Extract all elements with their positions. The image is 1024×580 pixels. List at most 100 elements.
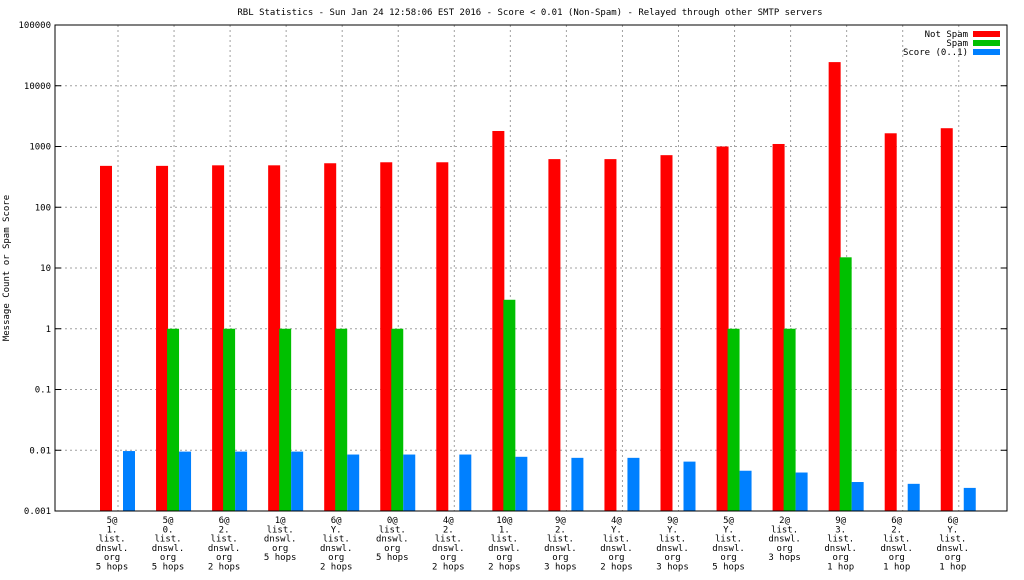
- bar-score-0-1-: [515, 456, 528, 511]
- x-tick-label: Y.: [331, 525, 342, 535]
- x-tick-label: dnswl.: [656, 544, 689, 554]
- x-tick-label: org: [328, 553, 344, 563]
- bar-not-spam: [100, 165, 112, 511]
- bar-not-spam: [716, 146, 729, 511]
- x-tick-label: 2 hops: [320, 563, 353, 573]
- x-tick-label: dnswl.: [96, 544, 129, 554]
- x-tick-label: org: [216, 553, 232, 563]
- x-tick-label: dnswl.: [544, 544, 577, 554]
- bar-score-0-1-: [963, 487, 976, 511]
- x-tick-label: dnswl.: [488, 544, 521, 554]
- x-tick-label: 5 hops: [376, 553, 409, 563]
- x-tick-label: dnswl.: [208, 544, 241, 554]
- x-tick-label: list.: [323, 535, 350, 545]
- x-tick-label: dnswl.: [264, 535, 297, 545]
- x-tick-label: 2 hops: [488, 563, 521, 573]
- legend-label: Spam: [946, 39, 968, 49]
- x-tick-label: 6@: [331, 516, 342, 526]
- y-tick-label: 100: [35, 203, 51, 213]
- x-tick-label: org: [664, 553, 680, 563]
- x-tick-label: list.: [659, 535, 686, 545]
- bar-score-0-1-: [179, 451, 192, 511]
- y-tick-label: 0.01: [29, 446, 51, 456]
- y-tick-label: 1000: [29, 143, 51, 153]
- x-tick-label: Y.: [667, 525, 678, 535]
- x-tick-label: org: [833, 553, 849, 563]
- x-tick-label: 2.: [555, 525, 566, 535]
- legend-label: Not Spam: [925, 30, 968, 40]
- bar-spam: [503, 299, 516, 511]
- x-tick-label: org: [272, 544, 288, 554]
- x-tick-label: org: [608, 553, 624, 563]
- x-tick-label: org: [160, 553, 176, 563]
- x-tick-label: org: [440, 553, 456, 563]
- x-tick-label: 3 hops: [768, 553, 801, 563]
- x-tick-label: 10@: [496, 516, 513, 526]
- bar-score-0-1-: [459, 454, 472, 511]
- x-tick-label: 1 hop: [883, 563, 910, 573]
- x-tick-label: list.: [715, 535, 742, 545]
- x-tick-label: list.: [883, 535, 910, 545]
- x-tick-label: org: [720, 553, 736, 563]
- x-tick-label: 5@: [723, 516, 734, 526]
- grid: [55, 24, 1007, 512]
- x-tick-label: dnswl.: [320, 544, 353, 554]
- x-tick-label: dnswl.: [376, 535, 409, 545]
- x-tick-label: dnswl.: [880, 544, 913, 554]
- bar-score-0-1-: [571, 457, 584, 511]
- bar-spam: [727, 328, 740, 511]
- x-tick-label: 9@: [555, 516, 566, 526]
- bar-not-spam: [940, 128, 953, 511]
- x-tick-label: 6@: [947, 516, 958, 526]
- x-tick-label: dnswl.: [432, 544, 465, 554]
- x-tick-label: 5 hops: [712, 563, 745, 573]
- x-tick-label: list.: [98, 535, 125, 545]
- x-tick-label: 0@: [387, 516, 398, 526]
- legend-swatch: [973, 49, 1000, 55]
- x-tick-label: 1@: [275, 516, 286, 526]
- x-tick-label: 6@: [891, 516, 902, 526]
- x-tick-label: dnswl.: [936, 544, 969, 554]
- y-tick-label: 10: [40, 264, 51, 274]
- x-tick-label: 3 hops: [544, 563, 577, 573]
- x-tick-label: list.: [939, 535, 966, 545]
- y-axis-label: Message Count or Spam Score: [2, 195, 12, 341]
- x-tick-label: list.: [603, 535, 630, 545]
- x-tick-label: 1 hop: [827, 563, 854, 573]
- x-tick-label: 2 hops: [208, 563, 241, 573]
- bar-score-0-1-: [627, 457, 640, 511]
- bar-score-0-1-: [683, 461, 696, 511]
- bar-score-0-1-: [347, 454, 360, 511]
- bar-not-spam: [660, 155, 673, 511]
- y-tick-label: 1: [46, 325, 51, 335]
- legend-swatch: [973, 40, 1000, 46]
- x-tick-label: 1.: [107, 525, 118, 535]
- x-tick-label: list.: [827, 535, 854, 545]
- x-tick-label: Y.: [723, 525, 734, 535]
- bar-not-spam: [828, 62, 841, 512]
- x-tick-label: 2.: [219, 525, 230, 535]
- x-tick-label: 9@: [835, 516, 846, 526]
- x-tick-label: 2 hops: [600, 563, 633, 573]
- y-ticks: 0.001 0.01 0.1 1 10 100 1000 10000 100000: [18, 21, 1007, 517]
- x-tick-label: Y.: [947, 525, 958, 535]
- x-tick-label: 5 hops: [152, 563, 185, 573]
- bar-not-spam: [884, 133, 897, 512]
- x-tick-label: org: [889, 553, 905, 563]
- x-tick-label: 5 hops: [96, 563, 129, 573]
- bar-not-spam: [380, 162, 393, 512]
- bar-not-spam: [548, 159, 561, 512]
- x-tick-label: list.: [267, 525, 294, 535]
- x-tick-label: org: [104, 553, 120, 563]
- y-tick-label: 0.001: [24, 507, 51, 517]
- x-tick-label: list.: [379, 525, 406, 535]
- x-tick-label: list.: [155, 535, 182, 545]
- x-tick-label: org: [552, 553, 568, 563]
- bar-spam: [783, 328, 796, 511]
- bar-score-0-1-: [123, 451, 135, 511]
- x-tick-label: org: [496, 553, 512, 563]
- y-tick-label: 0.1: [35, 386, 51, 396]
- x-tick-label: 1.: [499, 525, 510, 535]
